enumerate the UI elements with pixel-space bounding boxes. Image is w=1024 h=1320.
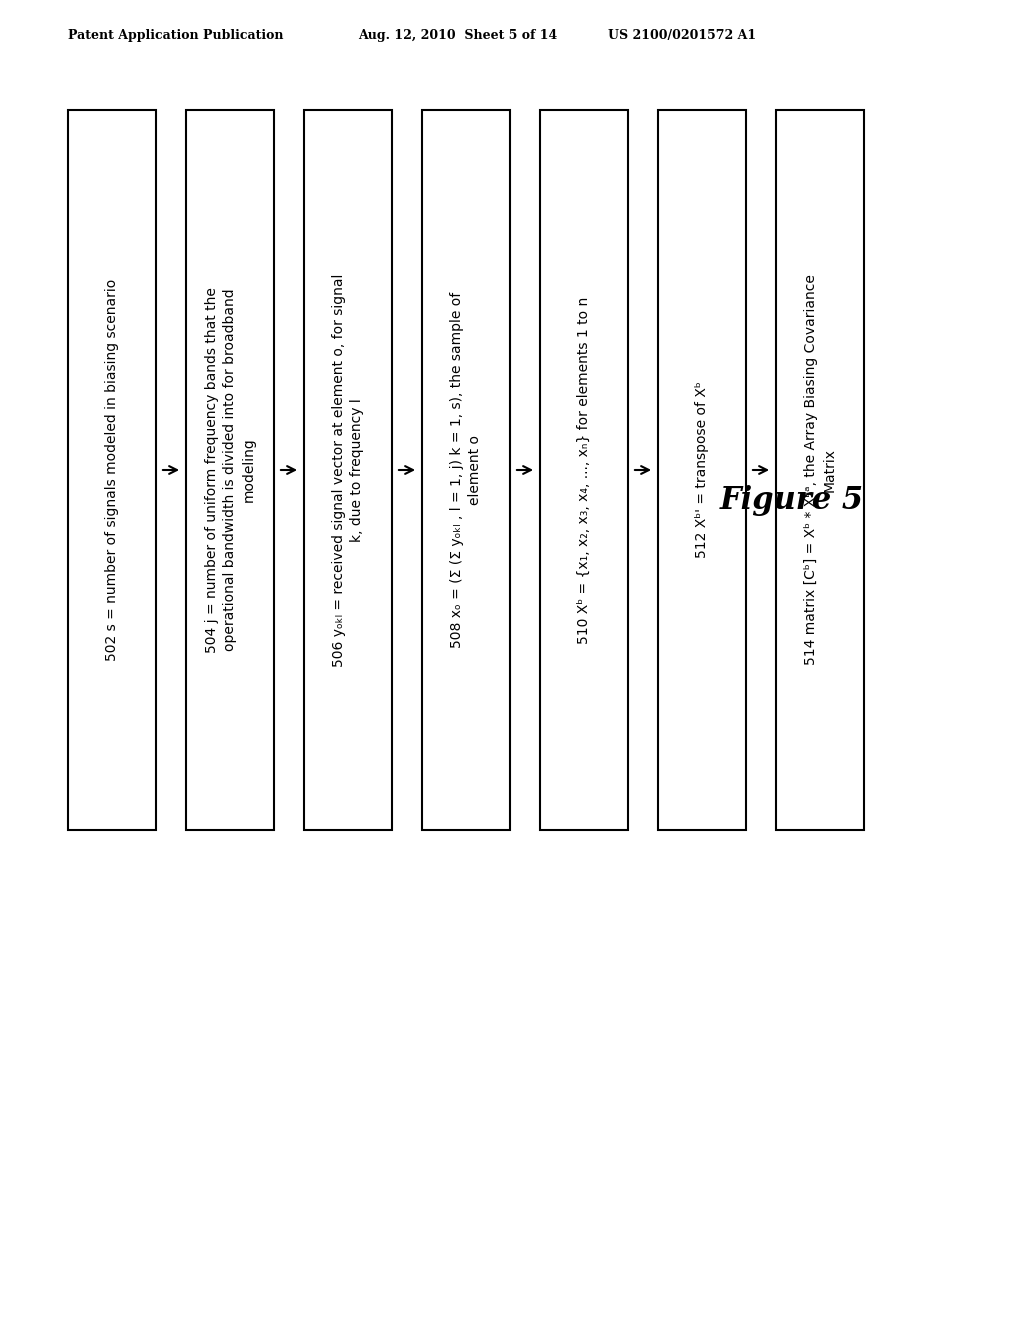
Text: Patent Application Publication: Patent Application Publication — [68, 29, 284, 42]
Bar — [540, 110, 628, 830]
Text: 512 Xᵇ' = transpose of Xᵇ: 512 Xᵇ' = transpose of Xᵇ — [695, 381, 709, 558]
Text: US 2100/0201572 A1: US 2100/0201572 A1 — [608, 29, 756, 42]
Bar — [304, 110, 392, 830]
Text: 508 xₒ = (Σ (Σ yₒₖₗ , l = 1, j) k = 1, s), the sample of
element o: 508 xₒ = (Σ (Σ yₒₖₗ , l = 1, j) k = 1, s… — [450, 292, 482, 648]
Text: 504 j = number of uniform frequency bands that the
operational bandwidth is divi: 504 j = number of uniform frequency band… — [205, 286, 255, 653]
Text: 502 s = number of signals modeled in biasing scenario: 502 s = number of signals modeled in bia… — [105, 279, 119, 661]
Bar — [776, 110, 864, 830]
Text: 506 yₒₖₗ = received signal vector at element o, for signal
k, due to frequency l: 506 yₒₖₗ = received signal vector at ele… — [332, 273, 365, 667]
Text: Figure 5: Figure 5 — [720, 484, 864, 516]
Text: Aug. 12, 2010  Sheet 5 of 14: Aug. 12, 2010 Sheet 5 of 14 — [358, 29, 557, 42]
Text: 510 Xᵇ = {x₁, x₂, x₃, x₄, ..., xₙ} for elements 1 to n: 510 Xᵇ = {x₁, x₂, x₃, x₄, ..., xₙ} for e… — [577, 297, 591, 644]
Bar — [68, 110, 156, 830]
Bar — [658, 110, 746, 830]
Text: 514 matrix [Cᵇ] = Xᵇ * Xᵇᵃ, the Array Biasing Covariance
Matrix: 514 matrix [Cᵇ] = Xᵇ * Xᵇᵃ, the Array Bi… — [804, 275, 837, 665]
Bar — [422, 110, 510, 830]
Bar — [186, 110, 274, 830]
